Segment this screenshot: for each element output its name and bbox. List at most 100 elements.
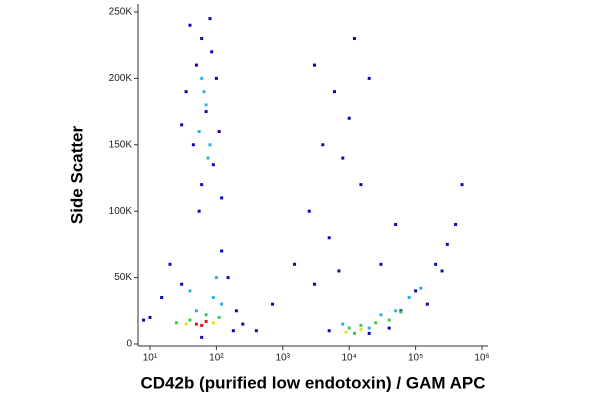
point <box>347 326 351 330</box>
point <box>434 262 438 266</box>
point <box>387 318 391 322</box>
point <box>374 321 378 325</box>
point <box>180 282 184 286</box>
point <box>148 315 152 319</box>
point <box>211 296 215 300</box>
point <box>254 329 258 333</box>
point <box>292 262 296 266</box>
point <box>407 296 411 300</box>
point <box>312 282 316 286</box>
point <box>191 143 195 147</box>
x-tick-label: 10² <box>209 353 224 364</box>
point <box>188 318 192 322</box>
point <box>194 309 198 313</box>
point <box>445 242 449 246</box>
y-tick-label: 0 <box>126 339 132 350</box>
point <box>425 302 429 306</box>
point <box>188 289 192 293</box>
point <box>220 196 224 200</box>
point <box>332 90 336 94</box>
point <box>204 319 208 323</box>
point <box>226 276 230 280</box>
point <box>234 309 238 313</box>
point <box>210 50 214 54</box>
y-tick-label: 200K <box>109 73 133 84</box>
point <box>347 116 351 120</box>
point <box>367 326 371 330</box>
point <box>200 37 204 41</box>
point <box>460 183 464 187</box>
point <box>184 90 188 94</box>
point <box>359 327 363 331</box>
point <box>359 323 363 327</box>
point <box>180 123 184 127</box>
point <box>214 276 218 280</box>
x-tick-label: 10³ <box>276 353 291 364</box>
point <box>341 322 345 326</box>
point <box>208 17 212 21</box>
point <box>352 37 356 41</box>
point <box>160 296 164 300</box>
point <box>197 209 201 213</box>
x-tick-label: 10⁵ <box>408 353 423 364</box>
point <box>327 329 331 333</box>
point <box>220 302 224 306</box>
point <box>307 209 311 213</box>
x-axis-title: CD42b (purified low endotoxin) / GAM APC <box>140 373 485 392</box>
x-tick-label: 10⁶ <box>474 353 489 364</box>
point <box>337 269 341 273</box>
point <box>217 315 221 319</box>
x-tick-label: 10⁴ <box>342 353 357 364</box>
point <box>206 156 210 160</box>
point <box>379 313 383 317</box>
point <box>379 262 383 266</box>
point <box>200 323 204 327</box>
y-tick-label: 50K <box>114 272 132 283</box>
point <box>241 322 245 326</box>
point <box>208 143 212 147</box>
point <box>194 63 198 67</box>
point <box>327 236 331 240</box>
point <box>367 76 371 80</box>
y-tick-label: 150K <box>109 139 133 150</box>
point <box>271 302 275 306</box>
point <box>197 130 201 134</box>
point <box>341 156 345 160</box>
point <box>174 321 178 325</box>
point <box>419 286 423 290</box>
x-tick-label: 10¹ <box>143 353 158 364</box>
y-tick-label: 250K <box>109 7 133 18</box>
point <box>168 262 172 266</box>
point <box>312 63 316 67</box>
point <box>231 329 235 333</box>
point <box>344 330 348 334</box>
point <box>414 289 418 293</box>
point <box>440 269 444 273</box>
point <box>220 249 224 253</box>
point <box>359 183 363 187</box>
point <box>387 326 391 330</box>
point <box>214 76 218 80</box>
point <box>204 103 208 107</box>
point <box>394 222 398 226</box>
point <box>211 163 215 167</box>
point <box>204 110 208 114</box>
point <box>142 318 146 322</box>
point <box>200 335 204 339</box>
point <box>204 313 208 317</box>
y-tick-label: 100K <box>109 206 133 217</box>
point <box>211 321 215 325</box>
point <box>200 76 204 80</box>
point <box>184 322 188 326</box>
y-axis-title: Side Scatter <box>67 125 86 224</box>
point <box>367 331 371 335</box>
point <box>217 130 221 134</box>
point <box>194 322 198 326</box>
point <box>399 310 403 314</box>
point <box>188 23 192 27</box>
point <box>200 183 204 187</box>
point <box>394 309 398 313</box>
point <box>321 143 325 147</box>
point <box>454 222 458 226</box>
